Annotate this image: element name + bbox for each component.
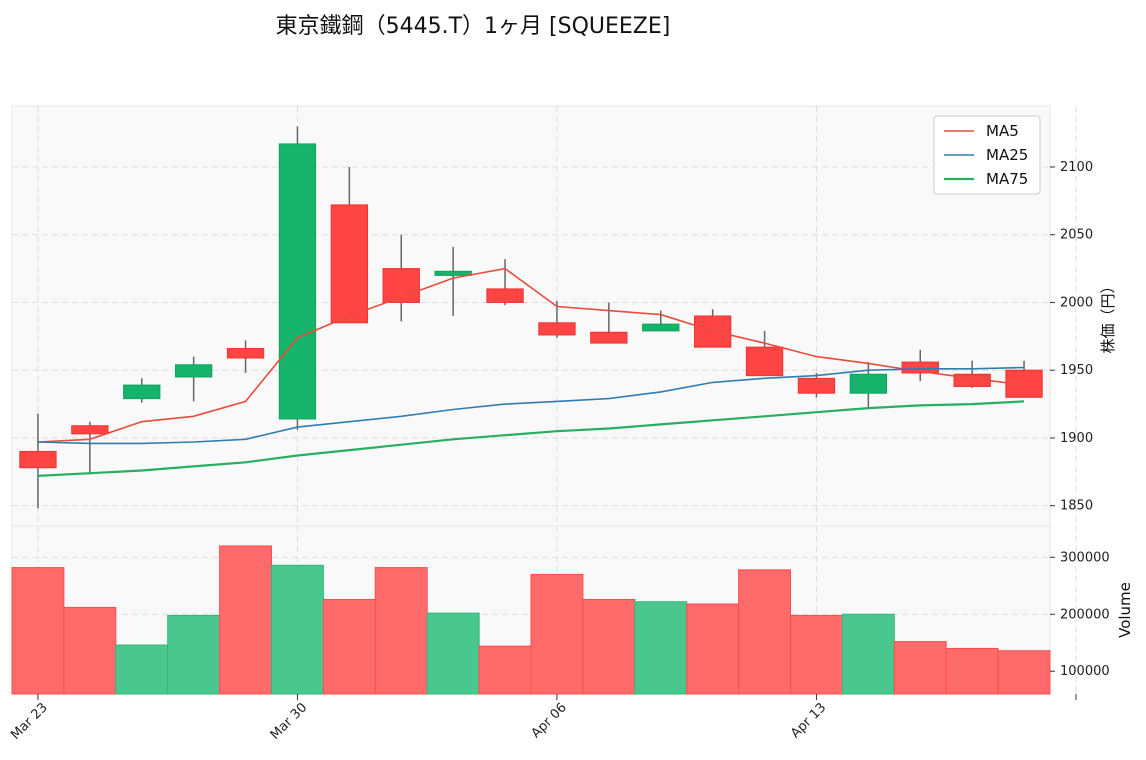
- volume-bar: [219, 545, 273, 695]
- price-tick-label: 2000: [1060, 295, 1093, 310]
- volume-bar: [841, 613, 895, 695]
- series-line-ma75: [37, 400, 1025, 477]
- price-tick-label: 2100: [1060, 160, 1093, 175]
- volume-bar: [634, 601, 688, 695]
- volume-bar: [426, 612, 480, 695]
- series-line-ma25: [37, 366, 1025, 445]
- volume-bar: [997, 650, 1051, 695]
- price-panel-background: [11, 105, 1051, 527]
- legend-label-ma5: MA5: [986, 122, 1019, 140]
- price-axis-title: 株価（円）: [1099, 278, 1117, 353]
- volume-tick-label: 100000: [1060, 664, 1110, 679]
- volume-bar: [738, 569, 791, 695]
- candle-body: [226, 348, 265, 359]
- legend-box: [933, 115, 1041, 195]
- candle-body: [486, 288, 524, 303]
- volume-bar: [582, 598, 636, 695]
- price-tick-label: 1950: [1060, 363, 1093, 378]
- volume-bar: [686, 603, 740, 695]
- volume-bar: [271, 564, 324, 695]
- volume-bar: [530, 573, 584, 695]
- volume-bar: [374, 567, 428, 695]
- volume-bar: [63, 606, 117, 695]
- candle-body: [745, 346, 784, 377]
- volume-bar: [115, 644, 169, 695]
- chart-title: 東京鐵鋼（5445.T）1ヶ月 [SQUEEZE]: [275, 14, 671, 39]
- candle-body: [123, 384, 161, 400]
- x-tick-label: Apr 13: [788, 700, 829, 741]
- volume-bar: [790, 614, 843, 695]
- volume-bar: [945, 647, 999, 695]
- x-tick-label: Mar 30: [268, 700, 311, 743]
- x-tick-label: Mar 23: [8, 700, 51, 743]
- candle-body: [849, 373, 888, 394]
- volume-axis-ticks: 100000 200000 300000: [1050, 550, 1110, 679]
- price-tick-label: 1900: [1060, 431, 1093, 446]
- candle-body: [434, 270, 472, 276]
- volume-bar: [322, 598, 376, 695]
- candle-body: [901, 361, 939, 374]
- candle-body: [19, 450, 57, 469]
- legend: MA5 MA25 MA75: [933, 115, 1041, 195]
- candles: [19, 126, 1043, 509]
- legend-label-ma75: MA75: [986, 170, 1028, 188]
- x-tick-label: Apr 06: [529, 700, 570, 741]
- volume-tick-label: 300000: [1060, 550, 1110, 565]
- volume-bar: [893, 641, 947, 695]
- x-axis-ticks: Mar 23 Mar 30 Apr 06 Apr 13: [8, 694, 1077, 743]
- price-axis-ticks: 1850 1900 1950 2000 2050 2100: [1050, 160, 1093, 514]
- volume-bar: [478, 645, 532, 695]
- volume-bar: [167, 614, 221, 695]
- price-tick-label: 1850: [1060, 499, 1093, 514]
- moving-average-lines: [37, 267, 1025, 477]
- series-line-ma5: [37, 267, 1025, 443]
- candle-body: [278, 143, 317, 420]
- volume-axis-title: Volume: [1116, 582, 1134, 638]
- candle-body: [174, 364, 213, 378]
- volume-bar: [11, 567, 65, 695]
- candle-body: [797, 377, 836, 394]
- price-tick-label: 2050: [1060, 228, 1093, 243]
- candle-body: [71, 425, 109, 435]
- legend-label-ma25: MA25: [986, 146, 1028, 164]
- candle-body: [330, 204, 369, 324]
- candle-body: [590, 331, 628, 344]
- candle-body: [642, 323, 680, 332]
- candle-body: [538, 322, 576, 336]
- volume-tick-label: 200000: [1060, 607, 1110, 622]
- volume-bars: [11, 545, 1051, 695]
